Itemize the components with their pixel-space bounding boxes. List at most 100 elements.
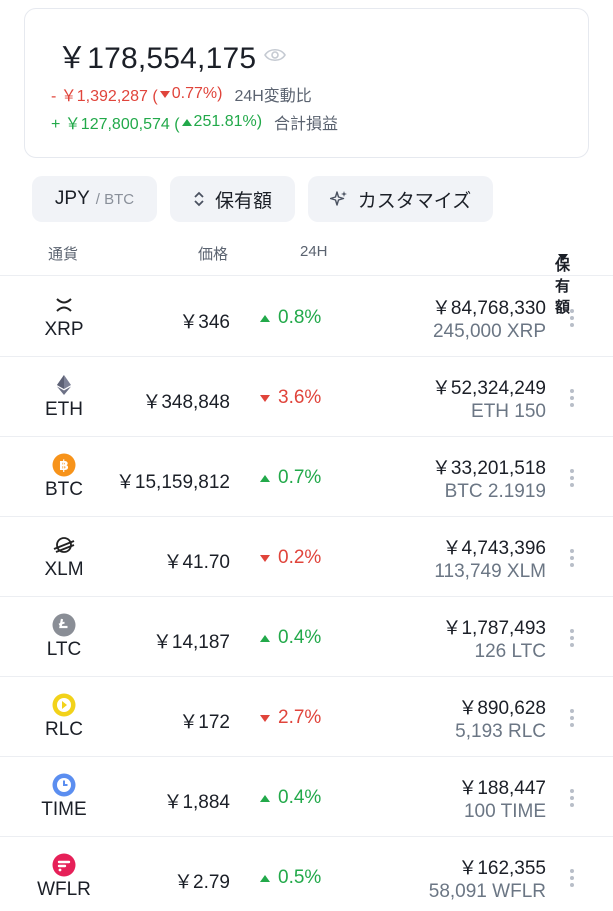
svg-text:฿: ฿ — [59, 458, 69, 474]
total-pl-row: + ￥127,800,574 ( 251.81%) 合計損益 — [51, 110, 338, 134]
more-vertical-icon[interactable] — [568, 469, 576, 487]
holding-row-xrp[interactable]: XRP ￥346 0.8% ￥84,768,330 245,000 XRP — [0, 277, 613, 357]
holding-value: ￥890,628 — [458, 698, 546, 719]
table-header: 通貨 価格 24H 保有額 — [0, 232, 613, 316]
coin-price: ￥346 — [179, 312, 230, 333]
down-triangle-icon — [260, 714, 270, 722]
up-triangle-icon — [260, 634, 270, 642]
holding-amount: ETH 150 — [471, 401, 546, 422]
coin-price: ￥2.79 — [174, 872, 230, 893]
coin-24h-change: 0.4% — [258, 787, 321, 809]
coin-24h-change: 2.7% — [258, 707, 321, 729]
more-vertical-icon[interactable] — [568, 869, 576, 887]
coin-symbol: ETH — [45, 399, 83, 420]
holding-row-time[interactable]: TIME ￥1,884 0.4% ￥188,447 100 TIME — [0, 757, 613, 837]
down-triangle-icon — [260, 394, 270, 402]
down-triangle-icon — [159, 90, 170, 98]
coin-price: ￥41.70 — [163, 552, 230, 573]
holding-value: ￥1,787,493 — [442, 618, 546, 639]
coin-24h-change-value: 0.2% — [278, 547, 322, 568]
total-balance-row: ￥178,554,175 — [57, 33, 287, 77]
holding-amount: 5,193 RLC — [455, 721, 546, 742]
sparkle-icon — [329, 191, 347, 206]
coin-price: ￥1,884 — [163, 792, 230, 813]
wflr-icon — [52, 853, 76, 877]
more-vertical-icon[interactable] — [568, 309, 576, 327]
coin-24h-change-value: 3.6% — [278, 387, 322, 408]
coin-24h-change-value: 0.8% — [278, 307, 322, 328]
more-vertical-icon[interactable] — [568, 629, 576, 647]
coin-price: ￥15,159,812 — [115, 472, 230, 493]
holding-value: ￥4,743,396 — [442, 538, 546, 559]
coin-24h-change: 0.8% — [258, 307, 321, 329]
total-balance: ￥178,554,175 — [57, 42, 257, 75]
coin-price: ￥348,848 — [142, 392, 230, 413]
currency-toggle-label: JPY — [54, 188, 90, 209]
holding-amount: BTC 2.1919 — [444, 481, 546, 502]
customize-button-label: カスタマイズ — [357, 190, 472, 212]
customize-button[interactable]: カスタマイズ — [308, 176, 493, 222]
header-currency[interactable]: 通貨 — [48, 246, 79, 263]
more-vertical-icon[interactable] — [568, 709, 576, 727]
total-pl-pct: 251.81%) — [193, 113, 263, 130]
day-change-amount: - ￥1,392,287 ( — [51, 88, 158, 105]
coin-symbol: WFLR — [37, 879, 91, 900]
up-triangle-icon — [260, 474, 270, 482]
currency-toggle-button[interactable]: JPY / BTC — [32, 176, 157, 222]
holding-amount: 58,091 WFLR — [428, 881, 546, 902]
more-vertical-icon[interactable] — [568, 549, 576, 567]
coin-price: ￥172 — [179, 712, 230, 733]
total-pl-amount: + ￥127,800,574 ( — [51, 116, 180, 133]
header-24h[interactable]: 24H — [300, 243, 328, 260]
coin-symbol: XLM — [44, 559, 84, 580]
sort-desc-icon — [558, 254, 568, 261]
holding-value: ￥33,201,518 — [431, 458, 546, 479]
holding-row-wflr[interactable]: WFLR ￥2.79 0.5% ￥162,355 58,091 WFLR — [0, 837, 613, 911]
xrp-icon — [52, 293, 76, 317]
up-triangle-icon — [181, 118, 192, 126]
day-change-label: 24H変動比 — [234, 88, 312, 105]
coin-symbol: BTC — [45, 479, 83, 500]
coin-24h-change: 3.6% — [258, 387, 321, 409]
holding-row-rlc[interactable]: RLC ￥172 2.7% ￥890,628 5,193 RLC — [0, 677, 613, 757]
more-vertical-icon[interactable] — [568, 389, 576, 407]
coin-24h-change: 0.7% — [258, 467, 321, 489]
more-vertical-icon[interactable] — [568, 789, 576, 807]
total-pl-label: 合計損益 — [274, 116, 339, 133]
coin-24h-change-value: 2.7% — [278, 707, 322, 728]
coin-24h-change: 0.5% — [258, 867, 321, 889]
holding-amount: 100 TIME — [463, 801, 546, 822]
holding-row-xlm[interactable]: XLM ￥41.70 0.2% ￥4,743,396 113,749 XLM — [0, 517, 613, 597]
header-holdings-label: 保有額 — [555, 257, 571, 316]
holding-amount: 113,749 XLM — [434, 561, 546, 582]
holding-value: ￥52,324,249 — [431, 378, 546, 399]
rlc-icon — [52, 693, 76, 717]
coin-price: ￥14,187 — [152, 632, 230, 653]
coin-24h-change-value: 0.4% — [278, 787, 322, 808]
coin-symbol: RLC — [44, 719, 83, 740]
coin-24h-change-value: 0.5% — [278, 867, 322, 888]
sort-icon — [194, 191, 204, 207]
coin-symbol: TIME — [41, 799, 87, 820]
holding-row-eth[interactable]: ETH ￥348,848 3.6% ￥52,324,249 ETH 150 — [0, 357, 613, 437]
holding-value: ￥84,768,330 — [431, 298, 546, 319]
up-triangle-icon — [260, 874, 270, 882]
holding-row-btc[interactable]: ฿ BTC ￥15,159,812 0.7% ￥33,201,518 BTC 2.1919 — [0, 437, 613, 517]
time-icon — [52, 773, 76, 797]
up-triangle-icon — [260, 794, 270, 802]
sort-button[interactable]: 保有額 — [170, 176, 295, 222]
coin-24h-change: 0.2% — [258, 547, 321, 569]
coin-symbol: LTC — [46, 639, 82, 660]
eye-icon[interactable] — [264, 47, 287, 63]
eth-icon — [52, 373, 76, 397]
btc-icon: ฿ — [52, 453, 76, 477]
holding-amount: 126 LTC — [474, 641, 546, 662]
coin-24h-change-value: 0.7% — [278, 467, 322, 488]
xlm-icon — [52, 533, 76, 557]
holding-row-ltc[interactable]: LTC ￥14,187 0.4% ￥1,787,493 126 LTC — [0, 597, 613, 677]
down-triangle-icon — [260, 554, 270, 562]
coin-symbol: XRP — [44, 319, 84, 340]
ltc-icon — [52, 613, 76, 637]
sort-button-label: 保有額 — [214, 190, 272, 212]
header-price[interactable]: 価格 — [198, 246, 229, 263]
